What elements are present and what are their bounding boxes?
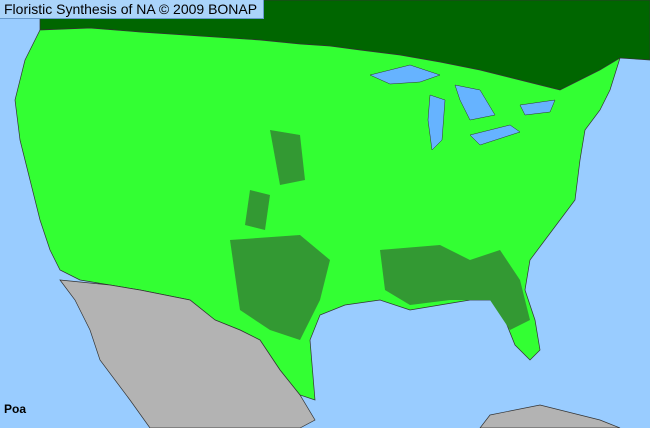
great-lakes <box>369 64 556 151</box>
cuba-region <box>479 404 621 428</box>
dense-occurrence-patches <box>230 130 530 340</box>
taxon-label: Poa <box>4 402 27 416</box>
map-title: Floristic Synthesis of NA © 2009 BONAP <box>0 0 265 19</box>
mexico-region <box>59 279 316 428</box>
